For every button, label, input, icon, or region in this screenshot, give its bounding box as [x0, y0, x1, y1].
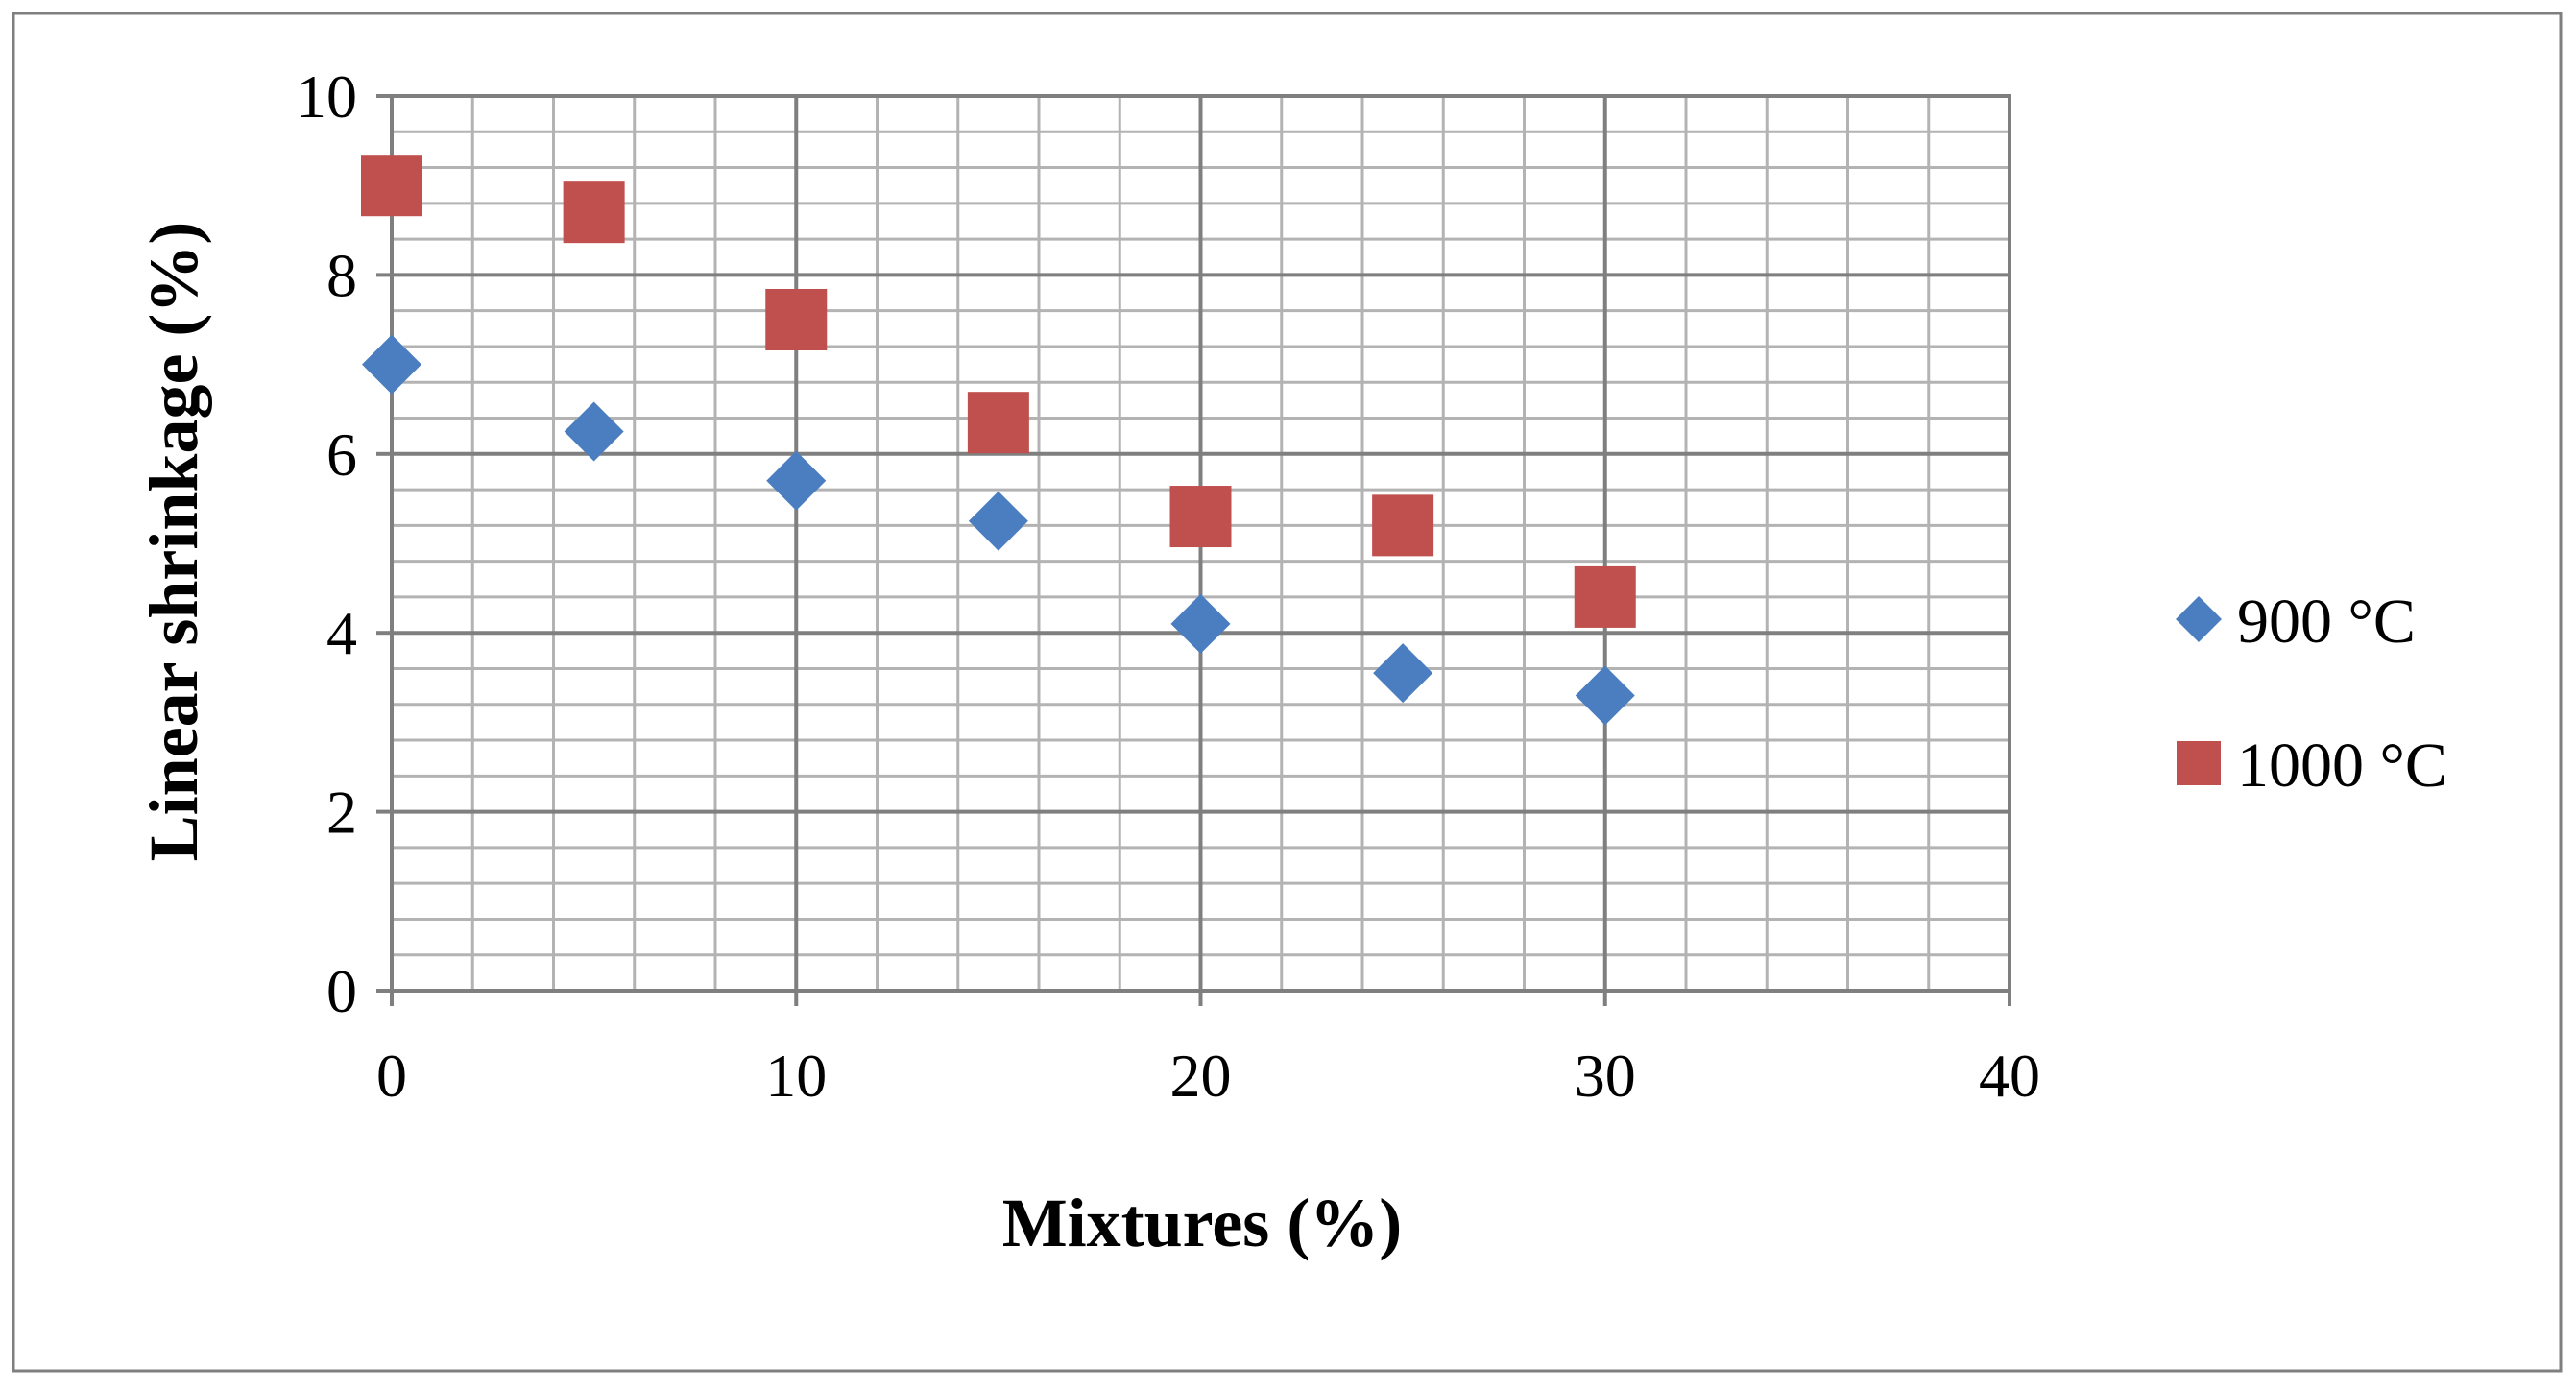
y-tick-label: 2	[326, 779, 357, 847]
data-point-square	[563, 181, 625, 244]
data-point-square	[1574, 565, 1636, 628]
data-point-diamond	[968, 491, 1028, 551]
x-tick-label: 40	[1979, 1042, 2040, 1110]
x-axis-title: Mixtures (%)	[1002, 1185, 1403, 1261]
y-axis-title: Linear shrinkage (%)	[135, 222, 212, 862]
y-tick-label: 6	[326, 420, 357, 489]
y-axis-tick-labels: 0 2 4 6 8 10	[296, 62, 357, 1025]
legend-entry: 1000 °C	[2177, 731, 2447, 801]
legend-marker-diamond	[2176, 596, 2222, 642]
data-point-diamond	[766, 450, 827, 511]
chart-frame	[12, 12, 2563, 1373]
y-tick-label: 0	[326, 957, 357, 1025]
data-point-square	[361, 155, 422, 217]
data-point-diamond	[1170, 593, 1231, 654]
legend-label: 1000 °C	[2237, 731, 2447, 801]
data-markers	[361, 155, 1636, 726]
legend: 900 °C 1000 °C	[2176, 587, 2447, 801]
x-tick-label: 20	[1170, 1042, 1232, 1110]
data-point-square	[765, 289, 828, 350]
data-point-diamond	[564, 401, 624, 462]
x-tick-label: 30	[1575, 1042, 1636, 1110]
legend-marker-square	[2177, 741, 2221, 785]
data-point-square	[1169, 486, 1232, 548]
legend-label: 900 °C	[2237, 587, 2416, 657]
legend-entry: 900 °C	[2176, 587, 2416, 657]
x-tick-label: 10	[765, 1042, 827, 1110]
data-point-diamond	[1575, 665, 1635, 726]
y-tick-label: 10	[296, 62, 357, 131]
x-tick-label: 0	[376, 1042, 407, 1110]
y-tick-label: 8	[326, 241, 357, 309]
tick-marks	[376, 94, 2011, 1006]
data-point-diamond	[1373, 643, 1433, 704]
y-tick-label: 4	[326, 599, 357, 667]
data-point-square	[1372, 494, 1434, 557]
x-axis-tick-labels: 0 10 20 30 40	[376, 1042, 2040, 1110]
data-point-square	[967, 392, 1029, 454]
data-point-diamond	[362, 334, 421, 395]
